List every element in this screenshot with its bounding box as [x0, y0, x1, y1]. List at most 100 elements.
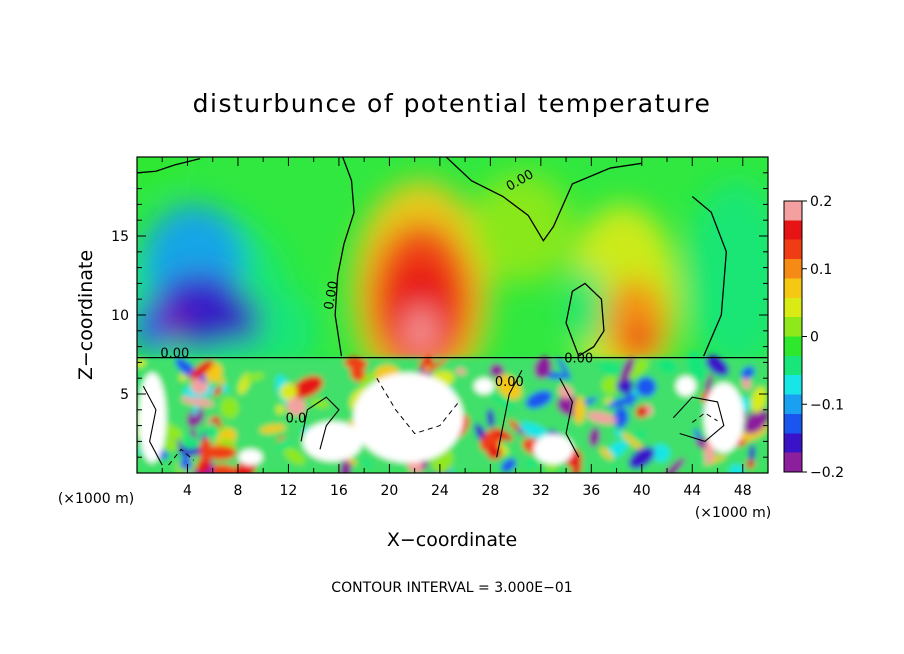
x-tick-label: 40	[633, 483, 651, 499]
turbulent-eddy	[612, 458, 617, 473]
turbulent-eddy	[496, 374, 522, 400]
turbulent-eddy	[614, 430, 624, 438]
chart-title: disturbunce of potential temperature	[193, 89, 712, 118]
field-blob	[626, 324, 657, 357]
contour-lines	[137, 157, 768, 466]
x-axis-ticks: 4 8 12 16 20 24 28 32 36 40 44 48	[161, 157, 752, 499]
turbulent-eddy	[346, 457, 357, 465]
turbulent-eddy	[687, 350, 706, 383]
turbulent-eddy	[619, 356, 635, 384]
out-of-range-patch	[138, 372, 167, 463]
field-blob	[471, 172, 573, 284]
turbulent-eddy	[344, 356, 368, 370]
contour-label: 0.00	[495, 375, 524, 390]
field-blob	[137, 157, 182, 184]
zero-contour	[565, 282, 605, 357]
turbulent-eddy	[613, 407, 629, 429]
field-blob	[685, 180, 768, 371]
x-tick-label: 4	[183, 483, 192, 499]
contour-line	[496, 370, 523, 458]
turbulent-eddy	[492, 428, 513, 442]
negative-contour	[168, 448, 195, 466]
turbulent-eddy	[573, 396, 586, 424]
contour-label: 0.00	[322, 280, 342, 311]
y-axis-ticks: 5 10 15	[111, 172, 768, 458]
turbulent-eddy	[206, 464, 237, 473]
colorbar-ticks: 0.2 0.1 0 −0.1 −0.2	[802, 194, 844, 481]
lower-turbulent-field	[137, 350, 768, 473]
negative-contour	[376, 377, 460, 435]
turbulent-eddy	[279, 383, 298, 401]
upper-field	[137, 157, 768, 402]
zero-contour	[691, 196, 728, 357]
x-tick-label: 16	[330, 483, 348, 499]
y-axis-label: Z−coordinate	[75, 250, 97, 380]
out-of-range-patch	[474, 378, 495, 395]
turbulent-eddy	[339, 456, 352, 473]
y-tick-label: 10	[111, 308, 129, 324]
turbulent-eddy	[628, 446, 655, 470]
colorbar-tick-label: −0.1	[810, 397, 844, 413]
turbulent-eddy	[741, 366, 755, 379]
turbulent-eddy	[488, 391, 516, 411]
turbulent-eddy	[180, 396, 215, 407]
x-tick-label: 20	[380, 483, 398, 499]
turbulent-eddy	[635, 376, 657, 397]
x-tick-label: 24	[431, 483, 449, 499]
out-of-range-patch	[533, 434, 574, 465]
turbulent-eddy	[525, 458, 537, 468]
y-tick-label: 15	[111, 229, 129, 245]
turbulent-eddy	[601, 376, 620, 395]
turbulent-eddy	[500, 458, 517, 473]
turbulent-eddy	[310, 399, 330, 408]
turbulent-eddy	[743, 408, 768, 434]
field-blob	[564, 267, 606, 347]
turbulent-eddy	[635, 405, 648, 419]
x-unit-right: (×1000 m)	[695, 505, 771, 521]
turbulent-eddy	[362, 457, 372, 470]
turbulent-eddy	[751, 386, 767, 414]
x-axis-label: X−coordinate	[387, 529, 517, 551]
turbulent-eddy	[581, 397, 597, 406]
turbulent-eddy	[221, 384, 229, 393]
contour-line	[559, 377, 580, 458]
turbulent-eddy	[455, 368, 467, 375]
x-tick-label: 8	[233, 483, 242, 499]
turbulent-eddy	[292, 375, 324, 399]
field-blob	[137, 299, 165, 357]
plot-area	[137, 157, 768, 473]
turbulent-eddy	[259, 424, 286, 434]
zero-contour	[445, 157, 642, 242]
turbulent-eddy	[180, 428, 205, 449]
turbulent-eddy	[557, 356, 571, 381]
x-tick-label: 48	[734, 483, 752, 499]
field-blob	[255, 291, 317, 371]
contour-line	[142, 385, 163, 466]
x-tick-label: 28	[481, 483, 499, 499]
colorbar	[783, 200, 803, 473]
turbulent-eddy	[651, 444, 671, 462]
turbulent-eddy	[361, 372, 376, 388]
turbulent-eddy	[211, 386, 223, 397]
x-unit-left: (×1000 m)	[58, 491, 134, 507]
turbulent-eddy	[633, 430, 647, 440]
turbulent-eddy	[189, 428, 198, 439]
turbulent-eddy	[189, 359, 214, 380]
field-blob	[404, 305, 438, 357]
turbulent-eddy	[586, 411, 617, 425]
turbulent-eddy	[137, 359, 146, 368]
out-of-range-patch	[353, 372, 464, 463]
contour-label: 0.0	[286, 411, 307, 426]
turbulent-eddy	[704, 374, 714, 393]
turbulent-eddy	[534, 356, 553, 380]
turbulent-eddy	[350, 366, 366, 382]
x-tick-label: 12	[280, 483, 298, 499]
colorbar-tick-label: 0.2	[810, 194, 832, 210]
turbulent-eddy	[607, 395, 639, 408]
contour-interval-note: CONTOUR INTERVAL = 3.000E−01	[331, 580, 572, 596]
contour-label: 0.00	[160, 347, 189, 362]
turbulent-eddy	[693, 428, 702, 441]
turbulent-eddy	[276, 404, 285, 415]
out-of-range-patch	[238, 449, 263, 466]
colorbar-tick-label: −0.2	[810, 465, 844, 481]
